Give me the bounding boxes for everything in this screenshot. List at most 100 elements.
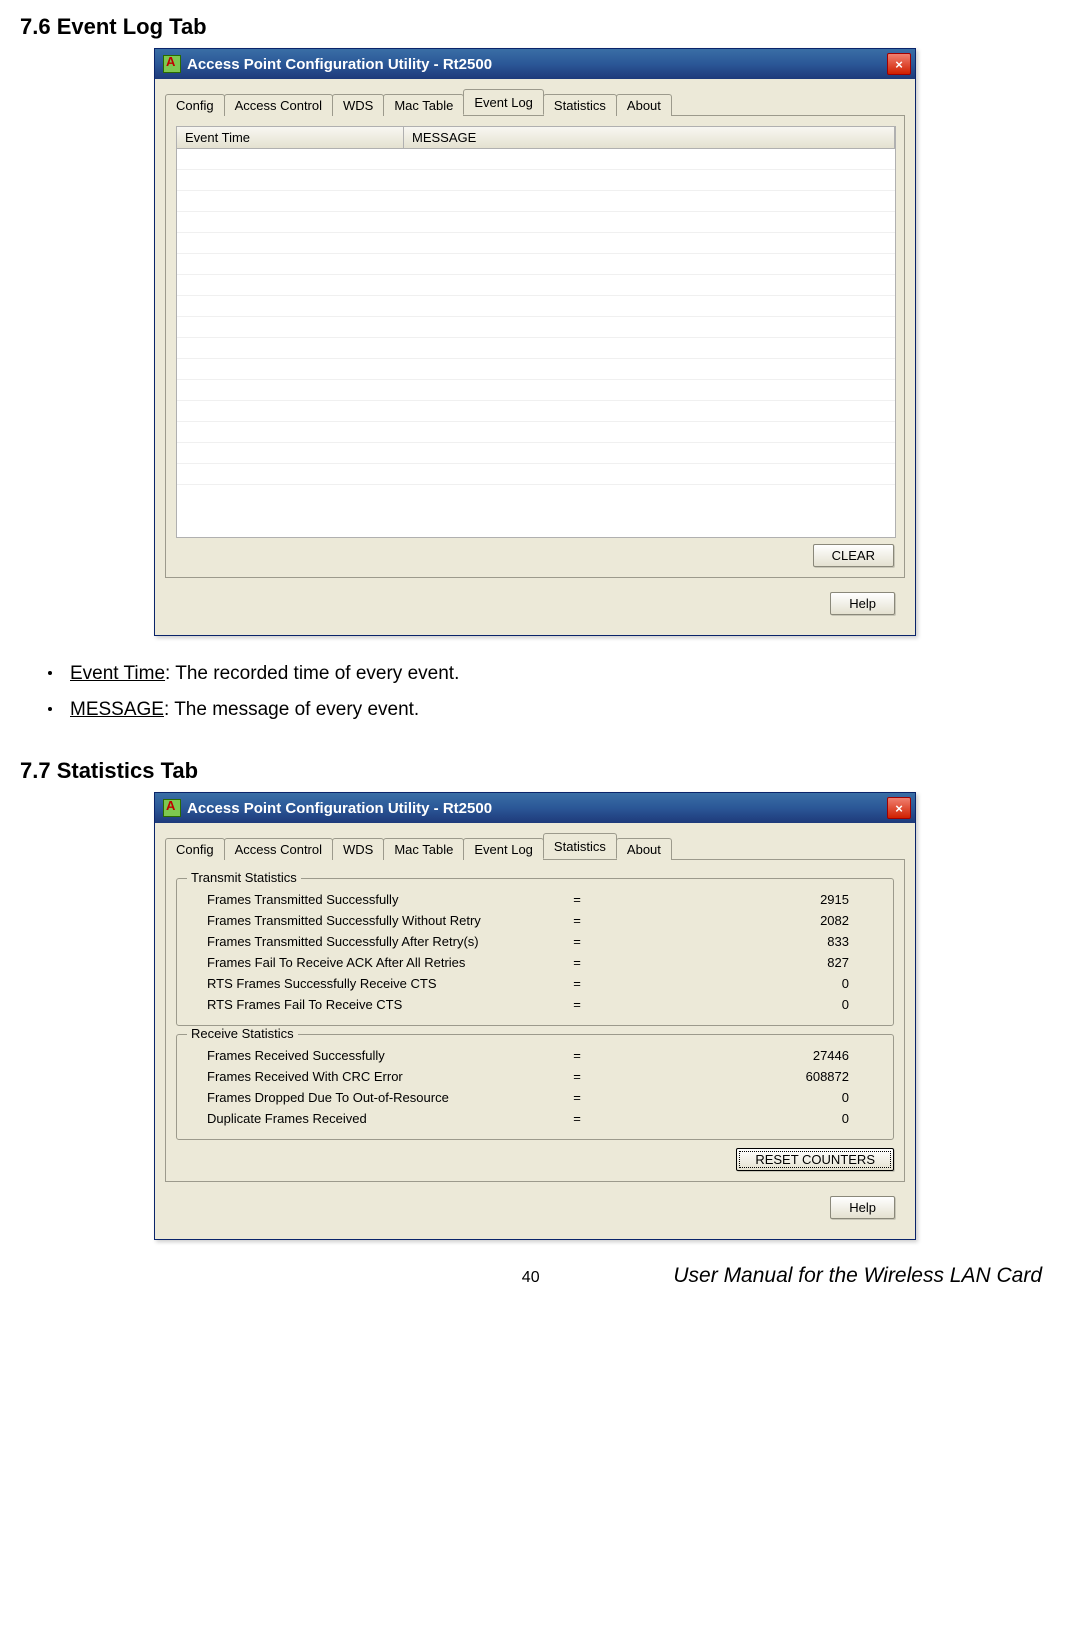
column-message[interactable]: MESSAGE	[404, 127, 895, 148]
eventlog-tab-config[interactable]: Config	[165, 94, 225, 116]
statistics-tab-config[interactable]: Config	[165, 838, 225, 860]
transmit-stat-value: 2915	[607, 892, 879, 907]
table-row	[177, 233, 895, 254]
app-icon-2	[163, 799, 181, 817]
statistics-tab-event-log[interactable]: Event Log	[463, 838, 544, 860]
receive-stat-row: Duplicate Frames Received=0	[191, 1108, 879, 1129]
table-row	[177, 443, 895, 464]
table-row	[177, 149, 895, 170]
transmit-stat-row: Frames Transmitted Successfully Without …	[191, 910, 879, 931]
close-icon[interactable]: ×	[887, 53, 911, 75]
table-row	[177, 170, 895, 191]
transmit-stat-value: 0	[607, 997, 879, 1012]
eventlog-tab-wds[interactable]: WDS	[332, 94, 384, 116]
receive-stat-label: Frames Received Successfully	[191, 1048, 547, 1063]
equals-sign: =	[547, 976, 607, 991]
eventlog-tab-event-log[interactable]: Event Log	[463, 89, 544, 115]
bullet-label: MESSAGE	[70, 699, 164, 720]
equals-sign: =	[547, 934, 607, 949]
transmit-stat-label: Frames Transmitted Successfully After Re…	[191, 934, 547, 949]
statistics-tab-access-control[interactable]: Access Control	[224, 838, 333, 860]
eventlog-table: Event Time MESSAGE	[176, 126, 896, 538]
receive-stat-value: 608872	[607, 1069, 879, 1084]
eventlog-tab-statistics[interactable]: Statistics	[543, 94, 617, 116]
table-row	[177, 296, 895, 317]
equals-sign: =	[547, 1048, 607, 1063]
eventlog-tab-about[interactable]: About	[616, 94, 672, 116]
equals-sign: =	[547, 913, 607, 928]
transmit-group: Transmit Statistics Frames Transmitted S…	[176, 878, 894, 1026]
bullet-dot	[48, 671, 52, 675]
transmit-stat-value: 2082	[607, 913, 879, 928]
footer-text: User Manual for the Wireless LAN Card	[673, 1264, 1042, 1288]
table-row	[177, 380, 895, 401]
receive-stat-row: Frames Dropped Due To Out-of-Resource=0	[191, 1087, 879, 1108]
bullet-desc: : The recorded time of every event.	[165, 663, 459, 684]
eventlog-panel: Event Time MESSAGE CLEAR	[165, 115, 905, 578]
table-row	[177, 401, 895, 422]
receive-stat-row: Frames Received With CRC Error=608872	[191, 1066, 879, 1087]
window-title-2: Access Point Configuration Utility - Rt2…	[187, 800, 492, 817]
app-icon	[163, 55, 181, 73]
table-row	[177, 191, 895, 212]
receive-stat-label: Frames Received With CRC Error	[191, 1069, 547, 1084]
equals-sign: =	[547, 955, 607, 970]
statistics-tab-statistics[interactable]: Statistics	[543, 833, 617, 859]
transmit-stat-value: 0	[607, 976, 879, 991]
page-footer: 40 User Manual for the Wireless LAN Card	[20, 1264, 1050, 1288]
titlebar: Access Point Configuration Utility - Rt2…	[155, 49, 915, 79]
transmit-stat-row: Frames Transmitted Successfully=2915	[191, 889, 879, 910]
statistics-tab-mac-table[interactable]: Mac Table	[383, 838, 464, 860]
equals-sign: =	[547, 1090, 607, 1105]
table-row	[177, 359, 895, 380]
receive-stat-value: 0	[607, 1111, 879, 1126]
equals-sign: =	[547, 997, 607, 1012]
window-title: Access Point Configuration Utility - Rt2…	[187, 56, 492, 73]
bullet-label: Event Time	[70, 663, 165, 684]
statistics-tab-about[interactable]: About	[616, 838, 672, 860]
transmit-stat-value: 827	[607, 955, 879, 970]
bullet-text: MESSAGE: The message of every event.	[70, 692, 419, 728]
bullet-list: Event Time: The recorded time of every e…	[48, 656, 1050, 728]
receive-legend: Receive Statistics	[187, 1026, 298, 1041]
section-heading-76: 7.6 Event Log Tab	[20, 14, 1050, 40]
equals-sign: =	[547, 1111, 607, 1126]
statistics-tab-wds[interactable]: WDS	[332, 838, 384, 860]
transmit-stat-label: RTS Frames Successfully Receive CTS	[191, 976, 547, 991]
table-row	[177, 464, 895, 485]
clear-button[interactable]: CLEAR	[813, 544, 894, 567]
section-heading-77: 7.7 Statistics Tab	[20, 758, 1050, 784]
equals-sign: =	[547, 892, 607, 907]
transmit-stat-row: Frames Fail To Receive ACK After All Ret…	[191, 952, 879, 973]
transmit-legend: Transmit Statistics	[187, 870, 301, 885]
receive-stat-value: 0	[607, 1090, 879, 1105]
close-icon-2[interactable]: ×	[887, 797, 911, 819]
equals-sign: =	[547, 1069, 607, 1084]
transmit-stat-row: RTS Frames Successfully Receive CTS=0	[191, 973, 879, 994]
table-row	[177, 275, 895, 296]
bullet-text: Event Time: The recorded time of every e…	[70, 656, 459, 692]
reset-counters-button[interactable]: RESET COUNTERS	[736, 1148, 894, 1171]
eventlog-tab-access-control[interactable]: Access Control	[224, 94, 333, 116]
table-row	[177, 422, 895, 443]
eventlog-tab-mac-table[interactable]: Mac Table	[383, 94, 464, 116]
table-row	[177, 254, 895, 275]
receive-stat-label: Duplicate Frames Received	[191, 1111, 547, 1126]
titlebar-2: Access Point Configuration Utility - Rt2…	[155, 793, 915, 823]
table-row	[177, 317, 895, 338]
page-number: 40	[522, 1269, 540, 1287]
receive-stat-value: 27446	[607, 1048, 879, 1063]
help-button-2[interactable]: Help	[830, 1196, 895, 1219]
transmit-stat-label: RTS Frames Fail To Receive CTS	[191, 997, 547, 1012]
statistics-window: Access Point Configuration Utility - Rt2…	[154, 792, 916, 1240]
transmit-stat-label: Frames Transmitted Successfully	[191, 892, 547, 907]
table-row	[177, 212, 895, 233]
receive-stat-label: Frames Dropped Due To Out-of-Resource	[191, 1090, 547, 1105]
transmit-stat-value: 833	[607, 934, 879, 949]
transmit-stat-row: Frames Transmitted Successfully After Re…	[191, 931, 879, 952]
bullet-item: MESSAGE: The message of every event.	[48, 692, 1050, 728]
bullet-item: Event Time: The recorded time of every e…	[48, 656, 1050, 692]
table-row	[177, 338, 895, 359]
help-button-1[interactable]: Help	[830, 592, 895, 615]
column-event-time[interactable]: Event Time	[177, 127, 404, 148]
